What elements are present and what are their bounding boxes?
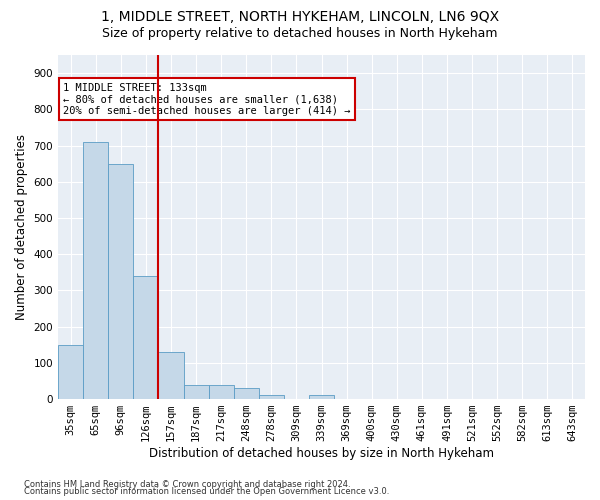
Bar: [309, 396, 334, 399]
X-axis label: Distribution of detached houses by size in North Hykeham: Distribution of detached houses by size …: [149, 447, 494, 460]
Bar: [158, 352, 184, 399]
Text: 1 MIDDLE STREET: 133sqm
← 80% of detached houses are smaller (1,638)
20% of semi: 1 MIDDLE STREET: 133sqm ← 80% of detache…: [64, 82, 351, 116]
Text: Contains public sector information licensed under the Open Government Licence v3: Contains public sector information licen…: [24, 487, 389, 496]
Bar: [83, 142, 108, 399]
Text: Contains HM Land Registry data © Crown copyright and database right 2024.: Contains HM Land Registry data © Crown c…: [24, 480, 350, 489]
Bar: [58, 345, 83, 399]
Bar: [259, 396, 284, 399]
Bar: [184, 384, 209, 399]
Text: 1, MIDDLE STREET, NORTH HYKEHAM, LINCOLN, LN6 9QX: 1, MIDDLE STREET, NORTH HYKEHAM, LINCOLN…: [101, 10, 499, 24]
Y-axis label: Number of detached properties: Number of detached properties: [15, 134, 28, 320]
Text: Size of property relative to detached houses in North Hykeham: Size of property relative to detached ho…: [102, 28, 498, 40]
Bar: [133, 276, 158, 399]
Bar: [233, 388, 259, 399]
Bar: [209, 384, 233, 399]
Bar: [108, 164, 133, 399]
